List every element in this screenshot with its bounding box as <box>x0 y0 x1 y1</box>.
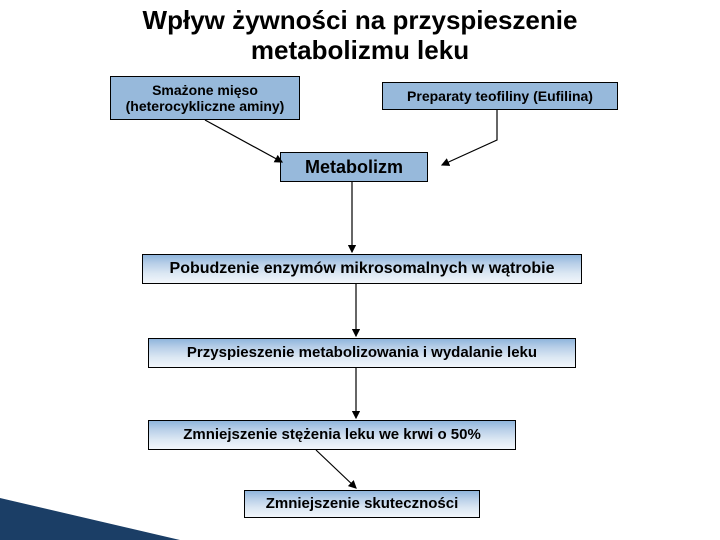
title-line1: Wpływ żywności na przyspieszenie <box>143 5 578 35</box>
page-title: Wpływ żywności na przyspieszenie metabol… <box>0 0 720 66</box>
box-metabolism-label: Metabolizm <box>305 157 403 178</box>
box-enzymes: Pobudzenie enzymów mikrosomalnych w wątr… <box>142 254 582 284</box>
box-acceleration-label: Przyspieszenie metabolizowania i wydalan… <box>187 344 537 361</box>
box-concentration-label: Zmniejszenie stężenia leku we krwi o 50% <box>183 426 481 443</box>
box-effectiveness-label: Zmniejszenie skuteczności <box>266 495 459 512</box>
box-metabolism: Metabolizm <box>280 152 428 182</box>
box-fried-meat-line2: (heterocykliczne aminy) <box>126 98 285 114</box>
box-theophylline: Preparaty teofiliny (Eufilina) <box>382 82 618 110</box>
title-line2: metabolizmu leku <box>251 35 469 65</box>
box-fried-meat-line1: Smażone mięso <box>152 82 258 98</box>
box-theophylline-line1: Preparaty teofiliny (Eufilina) <box>407 88 593 104</box>
box-fried-meat: Smażone mięso (heterocykliczne aminy) <box>110 76 300 120</box>
box-enzymes-label: Pobudzenie enzymów mikrosomalnych w wątr… <box>170 260 555 278</box>
box-concentration: Zmniejszenie stężenia leku we krwi o 50% <box>148 420 516 450</box>
box-acceleration: Przyspieszenie metabolizowania i wydalan… <box>148 338 576 368</box>
box-effectiveness: Zmniejszenie skuteczności <box>244 490 480 518</box>
